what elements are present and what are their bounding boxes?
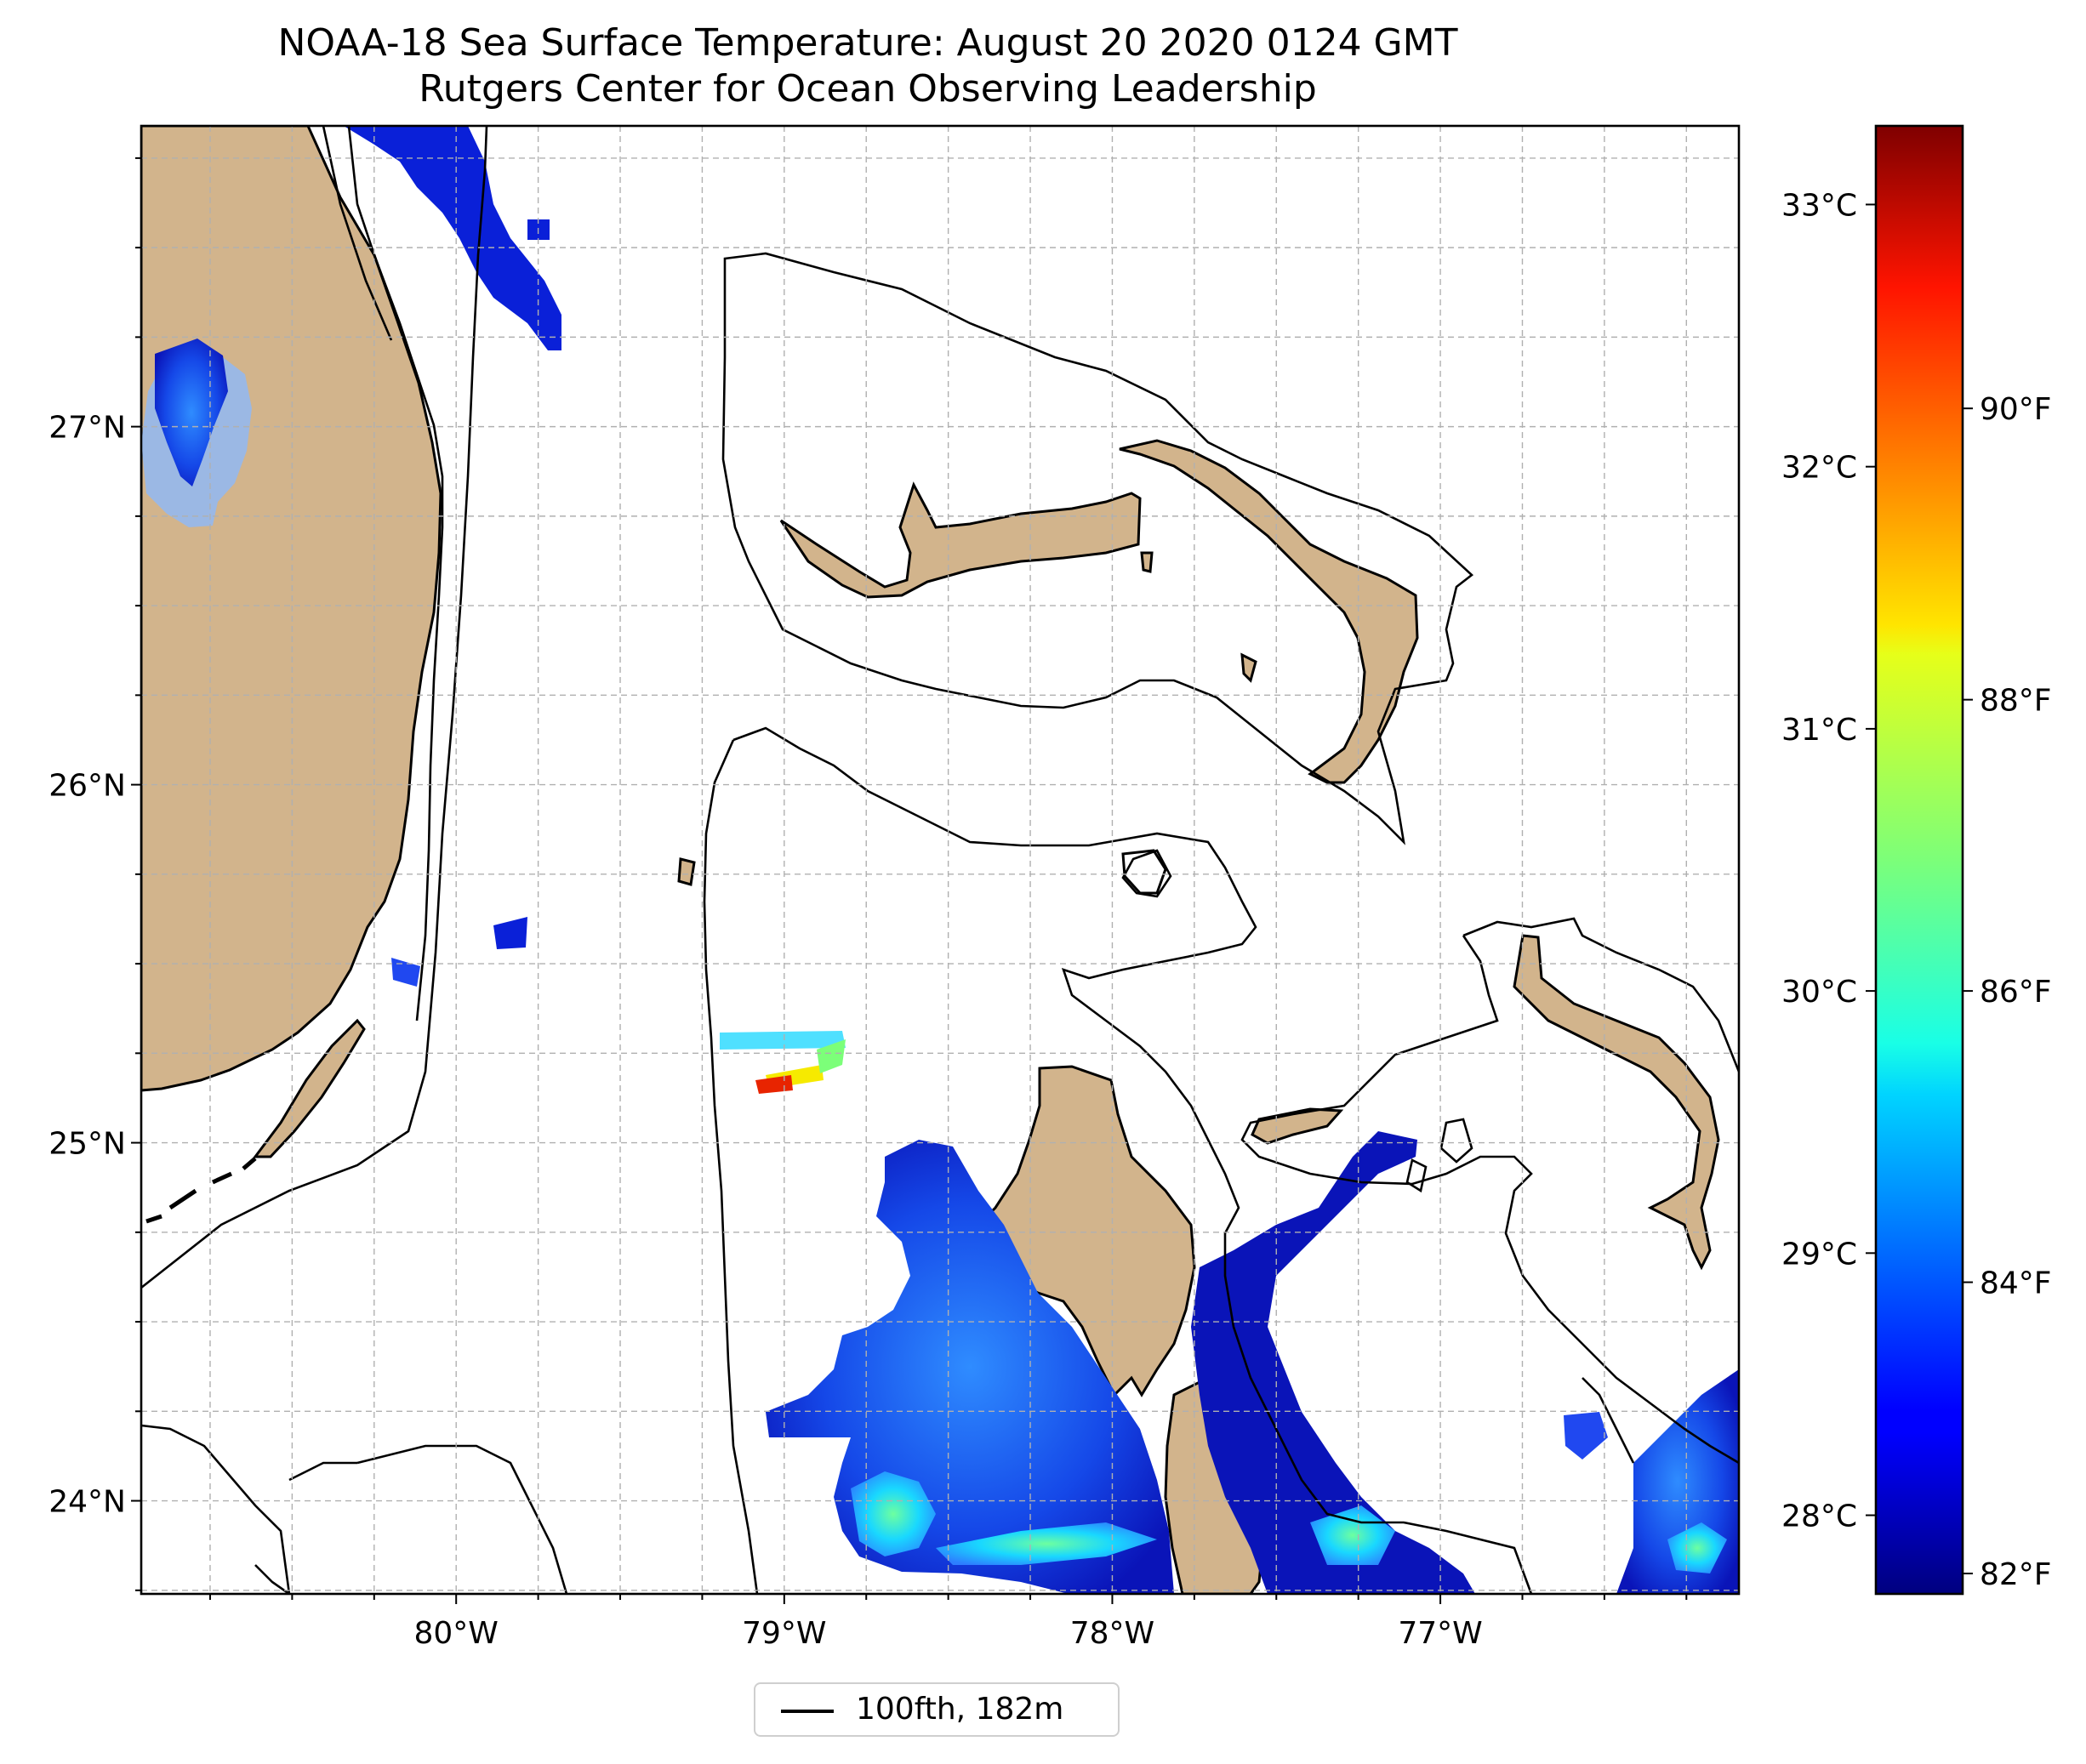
bimini-islands xyxy=(677,857,696,886)
colorbar-gradient xyxy=(1874,124,1964,1596)
berry-islands xyxy=(1121,849,1167,895)
eleuthera xyxy=(1513,934,1720,1271)
florida-land xyxy=(141,126,442,1092)
lon-tick-label: 77°W xyxy=(1398,1616,1482,1651)
celsius-tick-label: 32°C xyxy=(1781,451,1857,486)
celsius-tick-label: 29°C xyxy=(1781,1237,1857,1272)
lon-tick-label: 79°W xyxy=(742,1616,826,1651)
colorbar-ticks: 33°C 32°C 31°C 30°C 29°C 28°C 90°F 88°F 86°F 84°F… xyxy=(1781,188,2051,1592)
fahrenheit-tick-label: 88°F xyxy=(1980,684,2052,719)
map-gridlines xyxy=(141,126,1739,1594)
keys-islets xyxy=(145,1157,257,1224)
lon-tick-label: 80°W xyxy=(413,1616,498,1651)
fahrenheit-tick-label: 84°F xyxy=(1980,1266,2052,1301)
isobath-contours xyxy=(141,126,1739,1594)
celsius-tick-label: 31°C xyxy=(1781,713,1857,748)
lat-tick-label: 27°N xyxy=(48,411,126,446)
sst-data-layer xyxy=(155,126,1739,1594)
celsius-tick-label: 30°C xyxy=(1781,975,1857,1010)
lat-tick-label: 26°N xyxy=(48,769,126,804)
map-title-line-1: NOAA-18 Sea Surface Temperature: August … xyxy=(277,21,1458,65)
fahrenheit-tick-label: 86°F xyxy=(1980,975,2052,1010)
florida-keys xyxy=(253,1018,366,1158)
abaco-cays xyxy=(1140,551,1257,683)
celsius-tick-label: 28°C xyxy=(1781,1499,1857,1534)
map-title-line-2: Rutgers Center for Ocean Observing Leade… xyxy=(419,67,1317,111)
lat-tick-label: 24°N xyxy=(48,1485,126,1520)
fahrenheit-tick-label: 90°F xyxy=(1980,392,2052,427)
map-frame xyxy=(140,124,1741,1596)
fahrenheit-tick-label: 82°F xyxy=(1980,1557,2052,1592)
lat-tick-label: 25°N xyxy=(48,1127,126,1162)
celsius-tick-label: 33°C xyxy=(1781,188,1857,223)
map-axis-ticks: 80°W 79°W 78°W 77°W 27°N 26°N 25°N 24°N xyxy=(48,156,1688,1651)
lon-tick-label: 78°W xyxy=(1070,1616,1154,1651)
legend-line-swatch xyxy=(781,1710,834,1713)
great-abaco xyxy=(1119,439,1419,784)
grand-bahama xyxy=(779,481,1142,599)
legend-label: 100fth, 182m xyxy=(856,1692,1064,1727)
isobath-legend: 100fth, 182m xyxy=(754,1682,1120,1737)
